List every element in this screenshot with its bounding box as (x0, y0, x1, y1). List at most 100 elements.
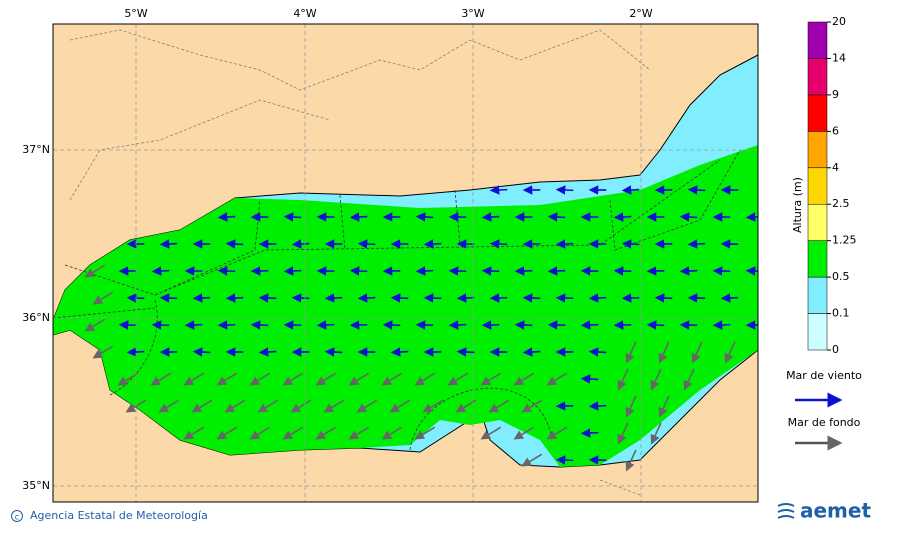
wind-arrow (258, 347, 277, 357)
wind-arrow (687, 185, 706, 195)
lon-label: 3°W (461, 7, 484, 20)
wind-arrow (357, 239, 376, 249)
swell-arrow (158, 399, 180, 413)
wind-arrow (646, 320, 665, 330)
swell-arrow (282, 426, 304, 440)
swell-arrow (521, 399, 543, 413)
wind-arrow (415, 266, 434, 276)
sea-moderate (53, 145, 758, 467)
wind-arrow (217, 266, 236, 276)
swell-arrow (513, 372, 535, 386)
swell-arrow (683, 368, 695, 391)
swell-arrow (117, 372, 139, 386)
swell-arrow (617, 422, 629, 445)
wind-arrow (481, 266, 500, 276)
swell-arrow (150, 372, 172, 386)
swell-arrow (691, 341, 703, 364)
wind-arrow (291, 239, 310, 249)
swell-arrow (617, 368, 629, 391)
colorbar-label: 6 (832, 124, 839, 137)
swell-arrow (513, 426, 535, 440)
wind-arrow (159, 293, 178, 303)
wind-arrow (613, 266, 632, 276)
colorbar-bin (807, 131, 828, 169)
swell-arrow (224, 399, 246, 413)
lat-label: 36°N (22, 311, 50, 324)
colorbar-bin (807, 94, 828, 132)
swell-arrow (216, 426, 238, 440)
wind-arrow (357, 293, 376, 303)
swell-arrow (183, 426, 205, 440)
swell-arrow (414, 372, 436, 386)
wind-arrow (588, 293, 607, 303)
colorbar-bin (807, 313, 828, 351)
swell-arrow (216, 372, 238, 386)
wind-arrow (184, 320, 203, 330)
swell-arrow (348, 372, 370, 386)
colorbar-bin (807, 240, 828, 278)
lat-label: 35°N (22, 479, 50, 492)
wind-arrow (481, 212, 500, 222)
colorbar-bin (807, 21, 828, 59)
wind-arrow (720, 293, 739, 303)
wind-arrow (192, 293, 211, 303)
swell-arrow (356, 399, 378, 413)
colorbar-label: 4 (832, 161, 839, 174)
legend-wind: Mar de viento (786, 369, 862, 382)
wind-arrow (291, 293, 310, 303)
wind-arrow (159, 239, 178, 249)
swell-arrow (480, 372, 502, 386)
border (69, 29, 651, 496)
wind-arrow (390, 293, 409, 303)
swell-arrow (315, 372, 337, 386)
swell-arrow (625, 449, 637, 472)
logo-icon (777, 503, 795, 519)
wind-arrow (687, 239, 706, 249)
lon-label: 2°W (629, 7, 652, 20)
wind-arrow (456, 293, 475, 303)
agency: Agencia Estatal de Meteorología (30, 509, 208, 522)
wind-arrow (679, 266, 698, 276)
swell-arrow (546, 372, 568, 386)
wind-arrow (522, 347, 541, 357)
swell-arrow (381, 426, 403, 440)
graticule (53, 24, 758, 502)
wind-arrow (555, 455, 574, 465)
swell-arrow (92, 291, 114, 305)
lon-label: 4°W (293, 7, 316, 20)
colorbar-label: 0 (832, 343, 839, 356)
wind-arrow (621, 185, 640, 195)
colorbar-label: 2.5 (832, 197, 850, 210)
wind-arrow (547, 212, 566, 222)
wind-arrow (316, 320, 335, 330)
swell-arrow (480, 426, 502, 440)
wind-arrow (324, 347, 343, 357)
wind-arrow (258, 293, 277, 303)
wind-arrow (489, 239, 508, 249)
map (53, 24, 758, 502)
wind-arrow (580, 428, 599, 438)
swell-arrow (389, 399, 411, 413)
wind-arrow (679, 212, 698, 222)
wind-arrow (489, 185, 508, 195)
wind-arrow (423, 239, 442, 249)
swell-arrow (249, 426, 271, 440)
swell-arrow (92, 345, 114, 359)
map-frame (52, 23, 759, 503)
swell-arrow (546, 426, 568, 440)
wind-arrow (382, 320, 401, 330)
swell-arrow (348, 426, 370, 440)
wind-arrow (555, 185, 574, 195)
wind-arrow (151, 266, 170, 276)
arrows (84, 185, 758, 472)
swell-arrow (84, 318, 106, 332)
swell-arrow (658, 341, 670, 364)
wind-arrow (613, 212, 632, 222)
swell-arrow (323, 399, 345, 413)
colorbar-label: 14 (832, 51, 846, 64)
swell-arrow (84, 264, 106, 278)
wind-arrow (217, 212, 236, 222)
wind-arrow (745, 266, 758, 276)
colorbar: 0 0.1 0.5 1.25 2.5 4 6 9 14 20 (807, 15, 857, 356)
